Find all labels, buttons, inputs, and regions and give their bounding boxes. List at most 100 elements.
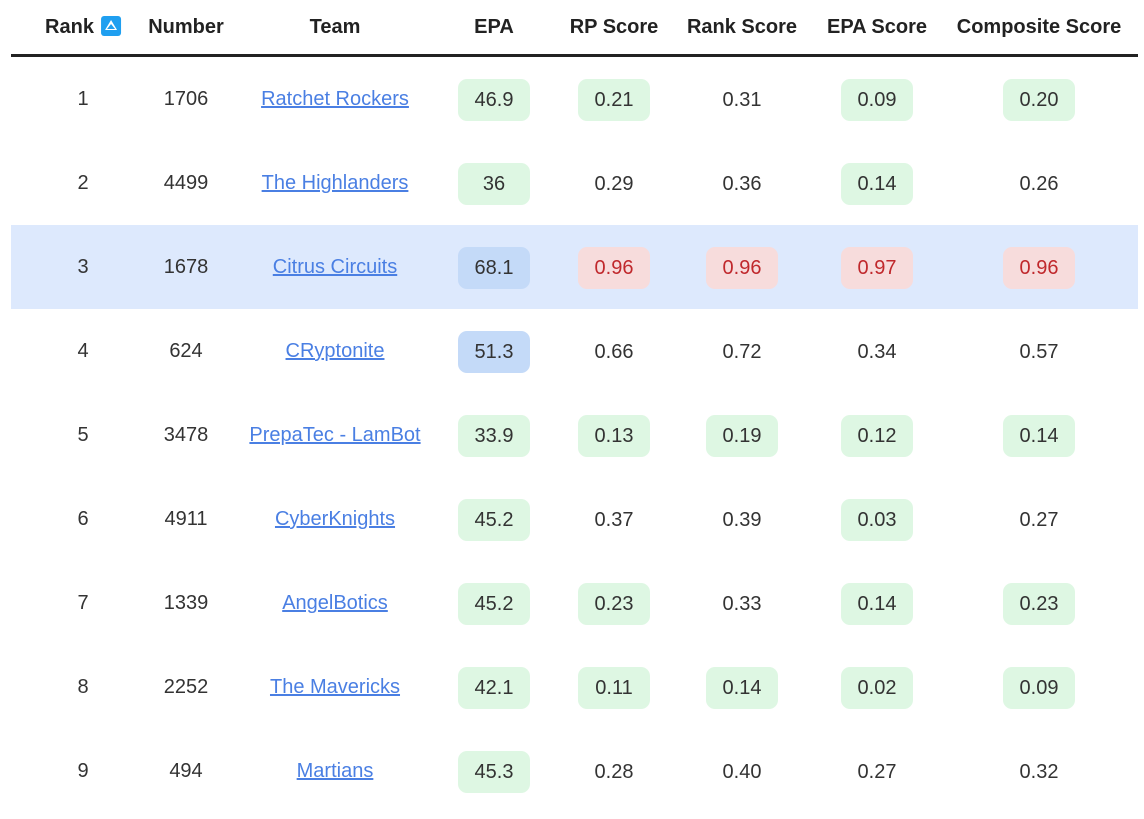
cell-rp-score-container: 0.13	[578, 393, 650, 477]
cell-composite-score: 0.09	[1003, 666, 1075, 709]
cell-rp-score: 0.23	[578, 582, 650, 625]
cell-epa-score: 0.02	[841, 666, 913, 709]
team-link[interactable]: PrepaTec - LamBot	[249, 424, 421, 446]
cell-number-container: 1706	[164, 57, 209, 141]
cell-composite-score-container: 0.23	[1003, 561, 1075, 645]
cell-epa-score: 0.97	[841, 246, 913, 289]
cell-rank-score-container: 0.39	[706, 477, 778, 561]
cell-epa-score-container: 0.12	[841, 393, 913, 477]
team-link[interactable]: AngelBotics	[282, 592, 388, 614]
cell-epa-score-container: 0.03	[841, 477, 913, 561]
team-link[interactable]: The Mavericks	[269, 676, 401, 698]
team-link-container: CRyptonite	[286, 309, 385, 393]
cell-epa-score-container: 0.09	[841, 57, 913, 141]
cell-epa-score: 0.34	[857, 340, 897, 363]
cell-rank-score-container: 0.14	[706, 645, 778, 729]
cell-rank-score: 0.40	[722, 760, 762, 783]
cell-rank: 4	[77, 340, 89, 362]
team-link-container: The Mavericks	[270, 645, 400, 729]
cell-rank-score-container: 0.33	[706, 561, 778, 645]
cell-epa: 45.2	[458, 582, 530, 625]
column-header-rank-score[interactable]: Rank Score	[686, 16, 798, 38]
cell-number-container: 1678	[164, 225, 209, 309]
table-row: 4 624 CRyptonite 51.3 0.66 0.72 0.34 0.57	[11, 309, 1138, 393]
cell-rp-score: 0.37	[594, 508, 634, 531]
cell-epa-score-container: 0.14	[841, 141, 913, 225]
table-row: 2 4499 The Highlanders 36 0.29 0.36 0.14 0.26	[11, 141, 1138, 225]
cell-number-container: 1339	[164, 561, 209, 645]
cell-epa-container: 45.2	[458, 561, 530, 645]
table-body: 1 1706 Ratchet Rockers 46.9 0.21 0.31 0.09 0.20…	[11, 57, 1138, 813]
cell-rank-container: 4	[77, 309, 88, 393]
team-link[interactable]: CRyptonite	[285, 340, 385, 362]
team-link-container: AngelBotics	[282, 561, 388, 645]
table-row: 8 2252 The Mavericks 42.1 0.11 0.14 0.02 0.09	[11, 645, 1138, 729]
cell-epa-score: 0.27	[857, 760, 897, 783]
team-link[interactable]: Citrus Circuits	[272, 256, 398, 278]
cell-rank-container: 6	[77, 477, 88, 561]
cell-epa: 45.3	[458, 750, 530, 793]
cell-epa-container: 33.9	[458, 393, 530, 477]
cell-epa-container: 45.3	[458, 729, 530, 813]
cell-epa-score: 0.09	[841, 78, 913, 121]
cell-rp-score-container: 0.96	[578, 225, 650, 309]
cell-rank: 6	[77, 508, 89, 530]
cell-number: 1339	[163, 592, 209, 614]
team-link-container: Citrus Circuits	[273, 225, 397, 309]
team-link[interactable]: Ratchet Rockers	[261, 88, 409, 110]
cell-composite-score-container: 0.20	[1003, 57, 1075, 141]
cell-rp-score-container: 0.23	[578, 561, 650, 645]
cell-epa: 42.1	[458, 666, 530, 709]
cell-rank-score: 0.31	[722, 88, 762, 111]
cell-number-container: 2252	[164, 645, 209, 729]
column-header-epa[interactable]: EPA	[474, 16, 514, 38]
cell-rp-score-container: 0.66	[578, 309, 650, 393]
cell-rp-score-container: 0.37	[578, 477, 650, 561]
cell-rank-container: 2	[77, 141, 88, 225]
column-header-number[interactable]: Number	[148, 16, 224, 38]
cell-number: 1678	[163, 256, 209, 278]
team-link[interactable]: Martians	[296, 760, 374, 782]
cell-rank: 8	[77, 676, 89, 698]
team-rankings-table: Rank Number Team EPA RP Score Rank Score…	[11, 0, 1138, 813]
column-header-rp-score[interactable]: RP Score	[569, 16, 659, 38]
cell-number: 3478	[163, 424, 209, 446]
table-row: 3 1678 Citrus Circuits 68.1 0.96 0.96 0.97 0.96	[11, 225, 1138, 309]
column-header-team[interactable]: Team	[309, 16, 361, 38]
table-header: Rank Number Team EPA RP Score Rank Score…	[11, 0, 1138, 57]
cell-composite-score-container: 0.57	[1003, 309, 1075, 393]
cell-rank-container: 8	[77, 645, 88, 729]
cell-rank-score-container: 0.40	[706, 729, 778, 813]
cell-epa-score: 0.14	[841, 162, 913, 205]
column-header-epa-score[interactable]: EPA Score	[826, 16, 928, 38]
cell-epa: 45.2	[458, 498, 530, 541]
cell-composite-score: 0.14	[1003, 414, 1075, 457]
cell-epa-container: 46.9	[458, 57, 530, 141]
table-row: 9 494 Martians 45.3 0.28 0.40 0.27 0.32	[11, 729, 1138, 813]
table-row: 7 1339 AngelBotics 45.2 0.23 0.33 0.14 0.23	[11, 561, 1138, 645]
cell-number-container: 4499	[164, 141, 209, 225]
cell-composite-score: 0.27	[1019, 508, 1059, 531]
column-header-composite-score[interactable]: Composite Score	[956, 16, 1122, 38]
cell-epa-score-container: 0.34	[841, 309, 913, 393]
cell-epa-container: 45.2	[458, 477, 530, 561]
cell-rank: 1	[77, 88, 89, 110]
cell-rank-score-container: 0.96	[706, 225, 778, 309]
cell-epa-score: 0.12	[841, 414, 913, 457]
cell-rank-container: 9	[77, 729, 88, 813]
cell-rank-score: 0.14	[706, 666, 778, 709]
cell-rp-score-container: 0.28	[578, 729, 650, 813]
cell-composite-score-container: 0.26	[1003, 141, 1075, 225]
team-link[interactable]: The Highlanders	[261, 172, 409, 194]
cell-epa: 36	[458, 162, 530, 205]
table-row: 5 3478 PrepaTec - LamBot 33.9 0.13 0.19 0.12 0.…	[11, 393, 1138, 477]
cell-number: 4499	[163, 172, 209, 194]
team-link[interactable]: CyberKnights	[274, 508, 396, 530]
table-row: 6 4911 CyberKnights 45.2 0.37 0.39 0.03 0.27	[11, 477, 1138, 561]
cell-rank-score: 0.39	[722, 508, 762, 531]
sort-up-icon[interactable]	[100, 16, 121, 36]
cell-number: 494	[169, 760, 203, 782]
cell-rp-score-container: 0.29	[578, 141, 650, 225]
column-header-rank[interactable]: Rank	[45, 0, 121, 54]
table-row: 1 1706 Ratchet Rockers 46.9 0.21 0.31 0.09 0.20	[11, 57, 1138, 141]
